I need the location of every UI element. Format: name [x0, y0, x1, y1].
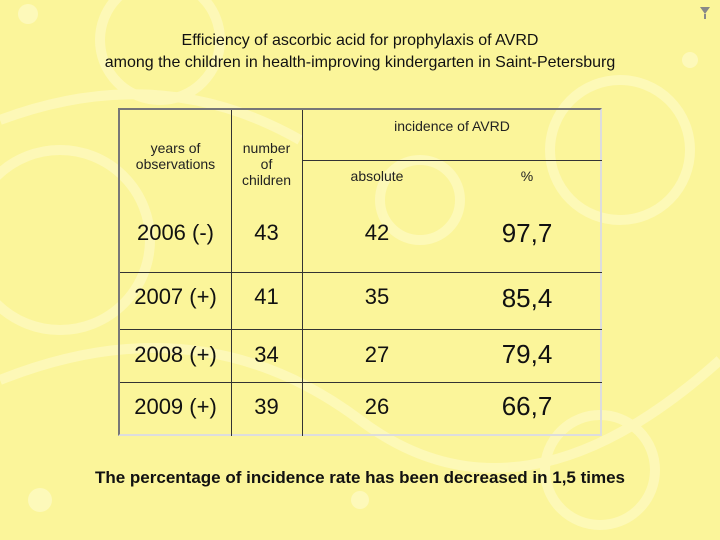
row-4-absolute: 26 — [364, 394, 390, 419]
row-1-year: 2006 (-) — [136, 220, 215, 245]
row-2-absolute: 35 — [364, 284, 390, 309]
incidence-table: years of observations number of children… — [118, 108, 602, 436]
row-3-year: 2008 (+) — [134, 342, 217, 367]
row-4-percent: 66,7 — [501, 391, 553, 421]
header-absolute: absolute — [350, 168, 404, 184]
row-2-percent: 85,4 — [501, 283, 553, 313]
row-1-absolute: 42 — [364, 220, 390, 245]
header-children: number of children — [231, 140, 302, 188]
row-4-year: 2009 (+) — [134, 394, 217, 419]
row-3-absolute: 27 — [364, 342, 390, 367]
header-years-line-1: years of — [150, 140, 201, 156]
row-4-children: 39 — [254, 394, 279, 419]
row-1-percent: 97,7 — [501, 218, 553, 248]
row-3-percent: 79,4 — [501, 339, 553, 369]
header-children-line-1: number — [242, 140, 291, 156]
row-1-children: 43 — [254, 220, 279, 245]
title-line-2: among the children in health-improving k… — [104, 54, 616, 71]
header-children-line-3: children — [241, 172, 292, 188]
page-title: Efficiency of ascorbic acid for prophyla… — [0, 30, 720, 74]
row-2-year: 2007 (+) — [134, 284, 217, 309]
header-incidence: incidence of AVRD — [394, 118, 510, 134]
title-line-1: Efficiency of ascorbic acid for prophyla… — [181, 32, 539, 49]
row-2-children: 41 — [254, 284, 279, 309]
header-children-line-2: of — [260, 156, 273, 172]
conclusion-text: The percentage of incidence rate has bee… — [94, 468, 626, 487]
header-percent: % — [520, 168, 534, 184]
row-3-children: 34 — [254, 342, 279, 367]
header-years: years of observations — [120, 140, 231, 172]
corner-logo-icon — [698, 6, 712, 20]
header-years-line-2: observations — [135, 156, 216, 172]
